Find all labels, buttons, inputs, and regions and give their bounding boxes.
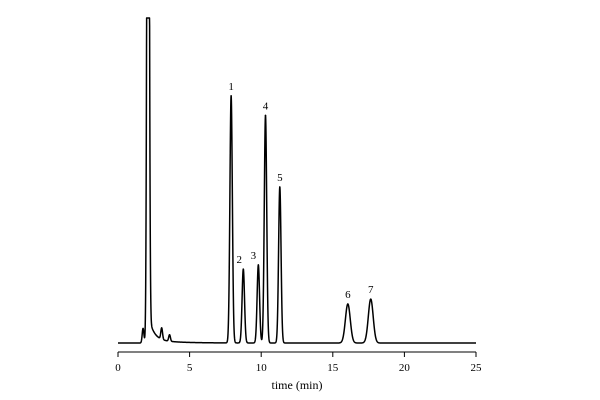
peak-label-6: 6 [345,289,351,301]
peak-5-apex [279,186,281,188]
peak-2-apex [242,268,245,270]
x-tick-label: 5 [187,362,193,374]
peak-1-apex [230,95,232,97]
x-tick-label: 15 [327,362,339,374]
peak-7-apex [369,298,372,300]
peak-label-7: 7 [368,284,374,296]
peak-4-apex [264,114,267,117]
x-tick-label: 0 [115,362,121,374]
x-axis-title: time (min) [272,378,323,392]
peak-label-1: 1 [228,81,234,93]
x-axis-tick-labels: 0 5 10 15 20 25 [115,362,482,374]
peak-6-apex [347,303,349,305]
x-tick-label: 25 [471,362,483,374]
peak-label-5: 5 [277,172,283,184]
peak-markers [230,95,372,305]
peak-3-apex [257,264,260,266]
peak-label-4: 4 [263,100,269,112]
chromatogram-trace [117,17,477,344]
x-tick-label: 10 [256,362,268,374]
x-axis-ticks [117,352,477,357]
peak-label-3: 3 [251,250,257,262]
peak-label-2: 2 [237,254,243,266]
x-tick-label: 20 [399,362,411,374]
